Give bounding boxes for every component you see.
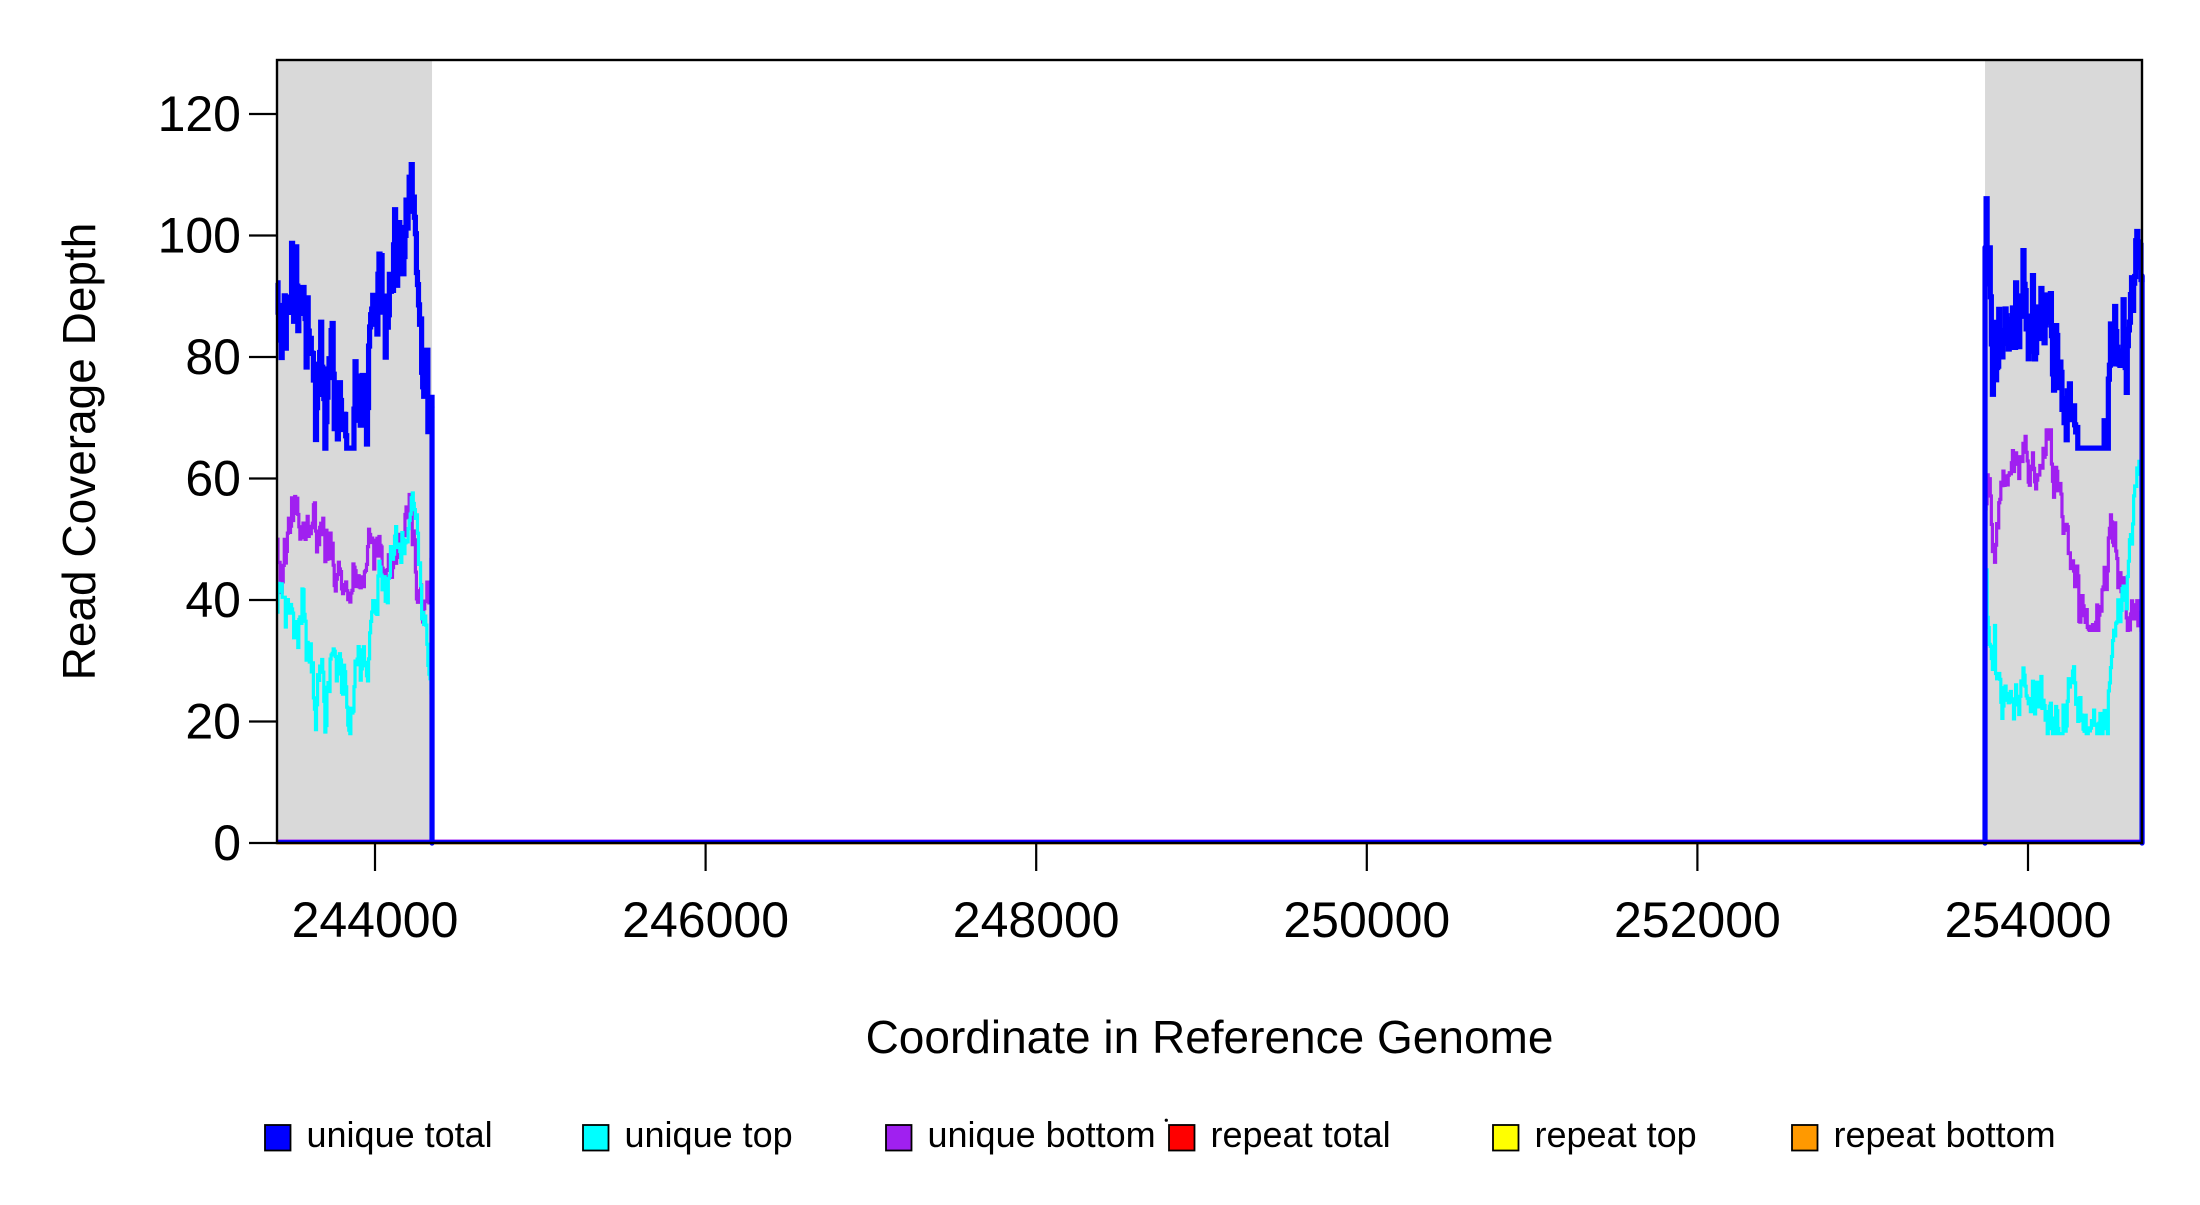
- svg-text:252000: 252000: [1614, 892, 1781, 948]
- svg-text:80: 80: [185, 329, 241, 385]
- svg-text:254000: 254000: [1945, 892, 2112, 948]
- svg-text:20: 20: [185, 694, 241, 750]
- svg-text:unique bottom: unique bottom: [928, 1114, 1156, 1155]
- svg-text:100: 100: [158, 208, 241, 264]
- svg-text:40: 40: [185, 572, 241, 628]
- svg-text:Coordinate in Reference Genome: Coordinate in Reference Genome: [866, 1011, 1554, 1063]
- svg-text:repeat top: repeat top: [1535, 1114, 1697, 1155]
- svg-text:repeat total: repeat total: [1211, 1114, 1391, 1155]
- svg-text:60: 60: [185, 451, 241, 507]
- svg-text:unique top: unique top: [625, 1114, 793, 1155]
- svg-text:250000: 250000: [1283, 892, 1450, 948]
- svg-text:repeat bottom: repeat bottom: [1834, 1114, 2056, 1155]
- svg-text:244000: 244000: [292, 892, 459, 948]
- svg-text:unique total: unique total: [307, 1114, 493, 1155]
- svg-text:0: 0: [213, 815, 241, 871]
- svg-text:120: 120: [158, 86, 241, 142]
- svg-text:246000: 246000: [622, 892, 789, 948]
- svg-text:248000: 248000: [953, 892, 1120, 948]
- svg-text:Read Coverage Depth: Read Coverage Depth: [53, 223, 105, 681]
